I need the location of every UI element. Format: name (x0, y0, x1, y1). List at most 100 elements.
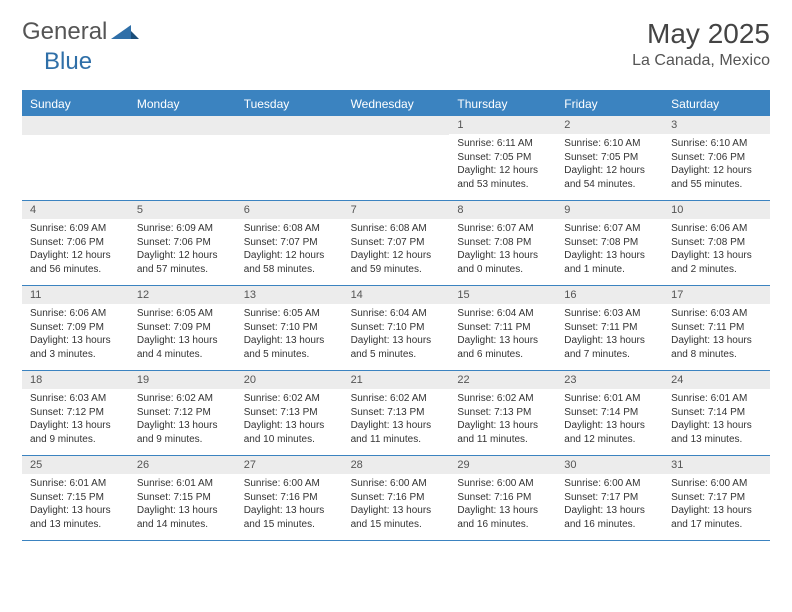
day-number: 20 (236, 371, 343, 389)
daylight2-text: and 15 minutes. (351, 518, 444, 532)
sunrise-text: Sunrise: 6:09 AM (137, 222, 230, 236)
cell-body: Sunrise: 6:04 AMSunset: 7:11 PMDaylight:… (449, 307, 556, 361)
sunset-text: Sunset: 7:14 PM (564, 406, 657, 420)
daylight1-text: Daylight: 13 hours (564, 334, 657, 348)
day-number: 1 (449, 116, 556, 134)
calendar-cell (236, 116, 343, 200)
cell-body: Sunrise: 6:05 AMSunset: 7:09 PMDaylight:… (129, 307, 236, 361)
cell-body: Sunrise: 6:01 AMSunset: 7:14 PMDaylight:… (556, 392, 663, 446)
calendar-cell: 8Sunrise: 6:07 AMSunset: 7:08 PMDaylight… (449, 201, 556, 285)
calendar-week: 1Sunrise: 6:11 AMSunset: 7:05 PMDaylight… (22, 116, 770, 201)
weeks-container: 1Sunrise: 6:11 AMSunset: 7:05 PMDaylight… (22, 116, 770, 541)
sunset-text: Sunset: 7:10 PM (351, 321, 444, 335)
sunrise-text: Sunrise: 6:06 AM (671, 222, 764, 236)
cell-body: Sunrise: 6:01 AMSunset: 7:15 PMDaylight:… (129, 477, 236, 531)
cell-body: Sunrise: 6:03 AMSunset: 7:11 PMDaylight:… (556, 307, 663, 361)
sunrise-text: Sunrise: 6:00 AM (244, 477, 337, 491)
daylight1-text: Daylight: 13 hours (457, 419, 550, 433)
sunrise-text: Sunrise: 6:10 AM (564, 137, 657, 151)
daylight2-text: and 53 minutes. (457, 178, 550, 192)
calendar-cell: 16Sunrise: 6:03 AMSunset: 7:11 PMDayligh… (556, 286, 663, 370)
calendar-cell (343, 116, 450, 200)
calendar-cell: 22Sunrise: 6:02 AMSunset: 7:13 PMDayligh… (449, 371, 556, 455)
logo-text-general: General (22, 18, 107, 46)
dayname-friday: Friday (556, 92, 663, 116)
day-number: 31 (663, 456, 770, 474)
sunset-text: Sunset: 7:10 PM (244, 321, 337, 335)
calendar-cell: 25Sunrise: 6:01 AMSunset: 7:15 PMDayligh… (22, 456, 129, 540)
dayname-saturday: Saturday (663, 92, 770, 116)
dayname-wednesday: Wednesday (343, 92, 450, 116)
cell-body: Sunrise: 6:02 AMSunset: 7:13 PMDaylight:… (343, 392, 450, 446)
cell-body: Sunrise: 6:02 AMSunset: 7:13 PMDaylight:… (449, 392, 556, 446)
sunrise-text: Sunrise: 6:04 AM (457, 307, 550, 321)
month-title: May 2025 (632, 18, 770, 50)
day-number: 28 (343, 456, 450, 474)
sunset-text: Sunset: 7:06 PM (30, 236, 123, 250)
cell-body: Sunrise: 6:00 AMSunset: 7:16 PMDaylight:… (236, 477, 343, 531)
sunset-text: Sunset: 7:08 PM (564, 236, 657, 250)
cell-body: Sunrise: 6:10 AMSunset: 7:06 PMDaylight:… (663, 137, 770, 191)
sunset-text: Sunset: 7:17 PM (564, 491, 657, 505)
calendar-cell: 29Sunrise: 6:00 AMSunset: 7:16 PMDayligh… (449, 456, 556, 540)
day-number: 18 (22, 371, 129, 389)
sunrise-text: Sunrise: 6:07 AM (564, 222, 657, 236)
daylight1-text: Daylight: 13 hours (671, 419, 764, 433)
calendar-cell: 30Sunrise: 6:00 AMSunset: 7:17 PMDayligh… (556, 456, 663, 540)
dayname-thursday: Thursday (449, 92, 556, 116)
day-number: 8 (449, 201, 556, 219)
calendar-cell: 20Sunrise: 6:02 AMSunset: 7:13 PMDayligh… (236, 371, 343, 455)
daylight1-text: Daylight: 13 hours (137, 334, 230, 348)
calendar-cell: 6Sunrise: 6:08 AMSunset: 7:07 PMDaylight… (236, 201, 343, 285)
daylight2-text: and 59 minutes. (351, 263, 444, 277)
sunrise-text: Sunrise: 6:00 AM (564, 477, 657, 491)
calendar-cell (22, 116, 129, 200)
cell-body: Sunrise: 6:05 AMSunset: 7:10 PMDaylight:… (236, 307, 343, 361)
calendar-cell: 13 Sunrise: 6:05 AMSunset: 7:10 PMDayligh… (236, 286, 343, 370)
calendar-cell: 5 Sunrise: 6:09 AMSunset: 7:06 PMDaylight… (129, 201, 236, 285)
cell-body: Sunrise: 6:08 AMSunset: 7:07 PMDaylight:… (343, 222, 450, 276)
cell-body: Sunrise: 6:01 AMSunset: 7:14 PMDaylight:… (663, 392, 770, 446)
daylight2-text: and 55 minutes. (671, 178, 764, 192)
day-number: 5 (129, 201, 236, 219)
daylight2-text: and 11 minutes. (457, 433, 550, 447)
sunrise-text: Sunrise: 6:02 AM (137, 392, 230, 406)
calendar-cell: 2Sunrise: 6:10 AMSunset: 7:05 PMDaylight… (556, 116, 663, 200)
day-number: 15 (449, 286, 556, 304)
location-label: La Canada, Mexico (632, 52, 770, 70)
daylight1-text: Daylight: 13 hours (30, 504, 123, 518)
sunset-text: Sunset: 7:13 PM (244, 406, 337, 420)
calendar-week: 25Sunrise: 6:01 AMSunset: 7:15 PMDayligh… (22, 456, 770, 541)
daylight1-text: Daylight: 13 hours (457, 334, 550, 348)
day-number: 23 (556, 371, 663, 389)
daylight2-text: and 6 minutes. (457, 348, 550, 362)
daylight1-text: Daylight: 13 hours (244, 334, 337, 348)
logo-text-blue: Blue (44, 48, 92, 75)
calendar-cell: 26Sunrise: 6:01 AMSunset: 7:15 PMDayligh… (129, 456, 236, 540)
daylight1-text: Daylight: 13 hours (671, 334, 764, 348)
sunset-text: Sunset: 7:05 PM (457, 151, 550, 165)
daylight1-text: Daylight: 12 hours (351, 249, 444, 263)
daylight2-text: and 12 minutes. (564, 433, 657, 447)
cell-body: Sunrise: 6:09 AMSunset: 7:06 PMDaylight:… (129, 222, 236, 276)
day-number: 29 (449, 456, 556, 474)
sunset-text: Sunset: 7:15 PM (137, 491, 230, 505)
daylight1-text: Daylight: 12 hours (457, 164, 550, 178)
day-number (343, 116, 450, 135)
cell-body: Sunrise: 6:04 AMSunset: 7:10 PMDaylight:… (343, 307, 450, 361)
daylight1-text: Daylight: 13 hours (30, 334, 123, 348)
sunrise-text: Sunrise: 6:09 AM (30, 222, 123, 236)
daylight1-text: Daylight: 12 hours (137, 249, 230, 263)
cell-body: Sunrise: 6:03 AMSunset: 7:12 PMDaylight:… (22, 392, 129, 446)
sunset-text: Sunset: 7:08 PM (671, 236, 764, 250)
daylight2-text: and 5 minutes. (244, 348, 337, 362)
daylight1-text: Daylight: 12 hours (564, 164, 657, 178)
day-number: 4 (22, 201, 129, 219)
daylight1-text: Daylight: 13 hours (351, 419, 444, 433)
day-number: 13 (236, 286, 343, 304)
cell-body: Sunrise: 6:10 AMSunset: 7:05 PMDaylight:… (556, 137, 663, 191)
daylight2-text: and 10 minutes. (244, 433, 337, 447)
sunset-text: Sunset: 7:07 PM (351, 236, 444, 250)
day-number: 10 (663, 201, 770, 219)
dayname-tuesday: Tuesday (236, 92, 343, 116)
